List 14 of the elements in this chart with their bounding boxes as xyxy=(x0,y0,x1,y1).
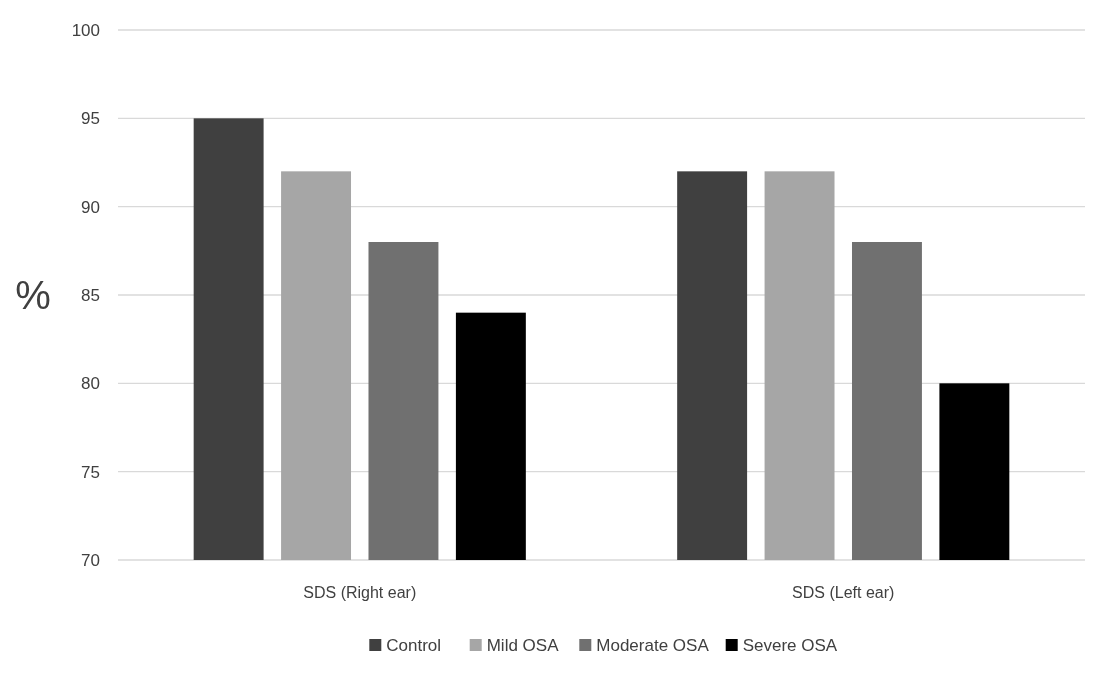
x-tick-label: SDS (Left ear) xyxy=(792,584,895,601)
x-tick-label: SDS (Right ear) xyxy=(303,584,417,601)
y-tick-label: 95 xyxy=(81,109,100,129)
y-tick-label: 85 xyxy=(81,285,100,305)
legend-label: Moderate OSA xyxy=(596,635,710,655)
y-tick-label: 70 xyxy=(81,550,100,570)
y-tick-label: 80 xyxy=(81,374,100,394)
y-tick-label: 90 xyxy=(81,197,100,217)
y-tick-label: 75 xyxy=(81,462,100,482)
legend-label: Mild OSA xyxy=(486,635,560,655)
y-axis-title: % xyxy=(15,273,51,317)
legend-label: Severe OSA xyxy=(742,635,838,655)
y-tick-label: 100 xyxy=(71,20,100,40)
legend-label: Control xyxy=(386,635,442,655)
